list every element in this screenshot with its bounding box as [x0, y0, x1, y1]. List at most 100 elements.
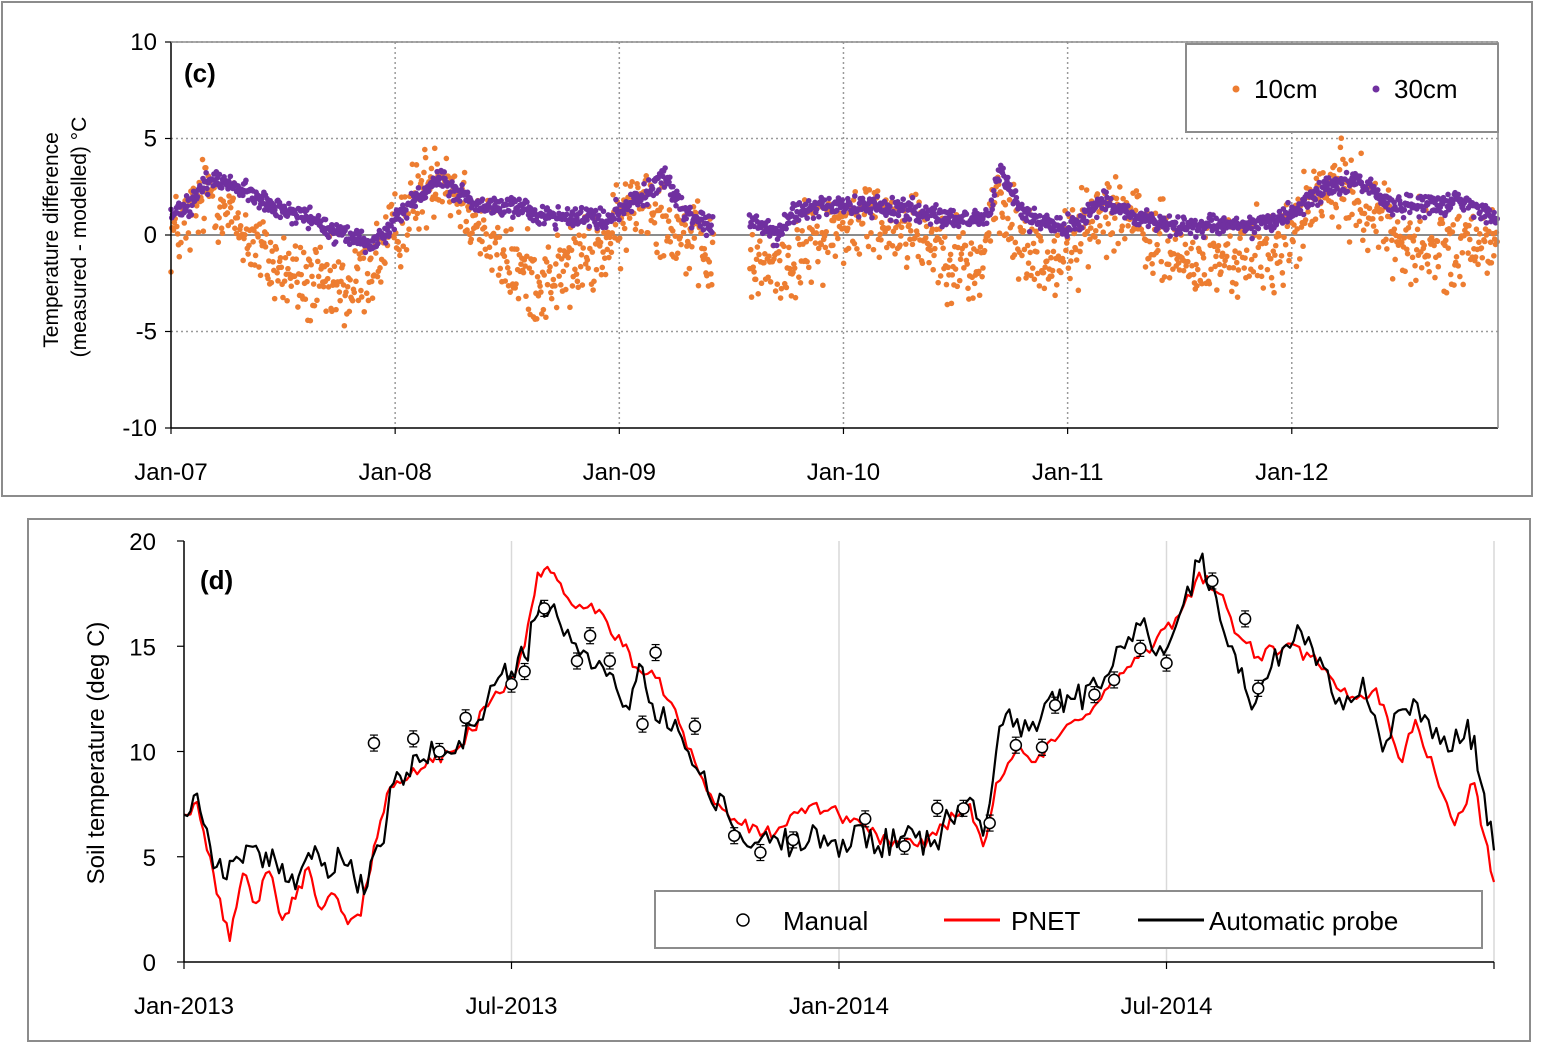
point-10cm: [262, 244, 269, 250]
point-10cm: [447, 212, 454, 219]
point-10cm: [1389, 276, 1396, 282]
point-10cm: [277, 254, 284, 261]
point-10cm: [1041, 285, 1048, 292]
point-10cm: [494, 252, 500, 258]
point-10cm: [273, 246, 280, 252]
point-10cm: [766, 253, 772, 260]
point-10cm: [1405, 224, 1412, 231]
point-10cm: [548, 289, 554, 296]
point-10cm: [461, 169, 468, 176]
point-30cm: [795, 217, 802, 223]
point-30cm: [356, 233, 362, 239]
point-30cm: [1177, 230, 1184, 237]
point-10cm: [355, 297, 362, 304]
manual-point: [1035, 741, 1049, 754]
legend-label-manual: Manual: [783, 906, 868, 936]
manual-point: [1206, 574, 1219, 588]
point-10cm: [1109, 230, 1116, 236]
point-10cm: [483, 231, 489, 237]
point-10cm: [616, 235, 623, 241]
point-10cm: [1154, 241, 1160, 248]
point-10cm: [1063, 247, 1069, 254]
point-10cm: [1336, 166, 1343, 173]
point-10cm: [946, 257, 953, 263]
point-10cm: [403, 246, 410, 253]
point-10cm: [1005, 215, 1011, 222]
point-10cm: [584, 257, 591, 263]
manual-point: [636, 717, 649, 731]
point-10cm: [1071, 230, 1077, 237]
point-10cm: [1228, 288, 1235, 295]
point-10cm: [597, 239, 604, 246]
point-30cm: [1187, 230, 1194, 237]
point-10cm: [1356, 218, 1363, 225]
point-10cm: [455, 209, 462, 215]
legend-label-pnet: PNET: [1011, 906, 1080, 936]
point-10cm: [528, 269, 535, 276]
point-10cm: [1048, 254, 1054, 261]
point-10cm: [181, 220, 188, 226]
point-10cm: [942, 234, 948, 240]
point-30cm: [1166, 213, 1173, 219]
point-10cm: [1030, 240, 1037, 247]
point-10cm: [1048, 273, 1055, 279]
point-10cm: [302, 296, 309, 303]
point-10cm: [1242, 255, 1248, 261]
point-10cm: [469, 230, 475, 236]
point-30cm: [1318, 199, 1324, 205]
point-10cm: [1338, 135, 1345, 142]
point-10cm: [1208, 266, 1214, 273]
point-10cm: [581, 233, 587, 239]
point-30cm: [564, 205, 571, 212]
point-10cm: [1100, 229, 1107, 235]
point-30cm: [666, 179, 672, 186]
point-10cm: [1033, 228, 1039, 235]
point-10cm: [242, 212, 249, 218]
point-30cm: [203, 169, 209, 176]
point-30cm: [1064, 233, 1070, 240]
point-30cm: [1108, 195, 1114, 202]
point-10cm: [691, 235, 698, 241]
point-30cm: [1276, 208, 1283, 215]
point-10cm: [814, 223, 820, 229]
point-10cm: [534, 274, 541, 280]
point-10cm: [1230, 264, 1237, 271]
chart-c: 10 5 0 -5 -10 Jan-07 Jan-08 Jan-09 Jan-10 Jan-11 J…: [1, 1, 1533, 497]
point-10cm: [883, 244, 890, 251]
point-10cm: [1040, 269, 1047, 276]
point-10cm: [538, 289, 544, 295]
point-10cm: [752, 276, 759, 283]
legend-label-30cm: 30cm: [1394, 74, 1458, 104]
manual-point: [518, 665, 531, 678]
series-line-pnet: [183, 565, 1496, 942]
point-10cm: [878, 219, 885, 226]
point-10cm: [783, 284, 790, 291]
point-30cm: [893, 218, 899, 225]
point-30cm: [1036, 212, 1043, 219]
point-10cm: [589, 249, 596, 255]
point-10cm: [632, 226, 639, 233]
point-10cm: [307, 317, 314, 324]
point-10cm: [481, 224, 488, 231]
point-30cm: [277, 214, 284, 221]
point-10cm: [353, 278, 359, 285]
point-10cm: [1443, 289, 1450, 296]
point-10cm: [1320, 169, 1326, 176]
point-10cm: [373, 220, 380, 227]
point-10cm: [1298, 224, 1305, 230]
point-10cm: [1027, 249, 1034, 256]
point-10cm: [1206, 280, 1213, 287]
point-10cm: [606, 254, 612, 261]
point-10cm: [929, 226, 936, 232]
point-30cm: [449, 179, 455, 185]
point-30cm: [572, 206, 579, 212]
point-10cm: [1476, 239, 1482, 246]
point-10cm: [1180, 267, 1187, 274]
point-10cm: [1073, 257, 1080, 263]
point-10cm: [1381, 180, 1388, 186]
point-10cm: [415, 173, 421, 179]
point-30cm: [1181, 216, 1188, 222]
point-10cm: [1166, 274, 1173, 281]
point-10cm: [1392, 256, 1398, 263]
point-10cm: [1002, 201, 1009, 208]
